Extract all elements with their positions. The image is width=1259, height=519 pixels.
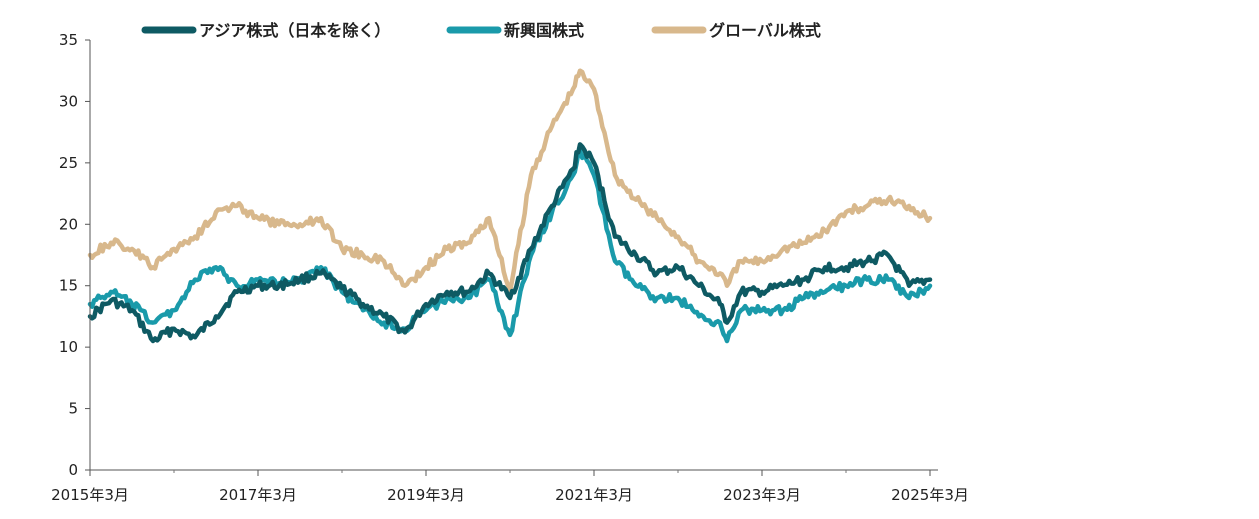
y-tick-label: 0	[68, 461, 78, 479]
axes-layer: 0 5 10 15 20 25 30 35 2015年3月 2017年3月 2019年3月 2021年…	[51, 31, 969, 504]
x-tick-label: 2017年3月	[219, 486, 297, 504]
y-tick-label: 10	[59, 338, 78, 356]
y-tick-label: 25	[59, 154, 78, 172]
y-tick-label: 30	[59, 92, 78, 110]
y-tick-label: 5	[68, 400, 78, 418]
series-line-1	[87, 148, 933, 344]
x-tick-label: 2019年3月	[387, 486, 465, 504]
series-line-2	[87, 68, 933, 295]
y-tick-label: 20	[59, 215, 78, 233]
y-tick-label: 35	[59, 31, 78, 49]
y-tick-label: 15	[59, 277, 78, 295]
x-tick-label: 2015年3月	[51, 486, 129, 504]
x-tick-label: 2021年3月	[555, 486, 633, 504]
series-layer	[87, 68, 933, 344]
legend-label-0: アジア株式（日本を除く）	[199, 21, 390, 40]
legend-label-1: 新興国株式	[504, 21, 584, 40]
series-line-0	[87, 142, 933, 344]
chart-legend: アジア株式（日本を除く） 新興国株式 グローバル株式	[141, 21, 821, 40]
x-tick-label: 2025年3月	[891, 486, 969, 504]
legend-label-2: グローバル株式	[709, 21, 821, 40]
x-tick-label: 2023年3月	[723, 486, 801, 504]
